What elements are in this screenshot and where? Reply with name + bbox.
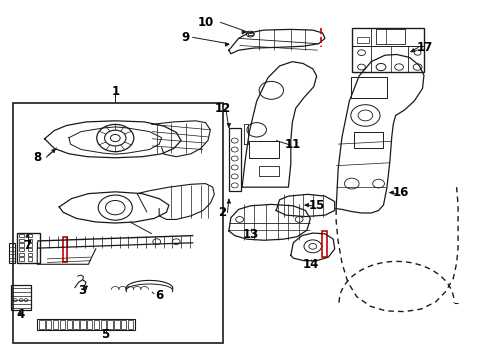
Text: 4: 4 [16,308,24,321]
Text: 6: 6 [155,289,163,302]
Text: 17: 17 [416,41,432,54]
Text: 1: 1 [111,85,119,98]
Bar [53,320,58,329]
Bar [19,239,24,242]
Bar [27,257,32,261]
Text: 7: 7 [23,239,32,252]
Bar [353,132,382,148]
Bar [27,253,32,256]
Text: 3: 3 [79,284,86,297]
Bar [356,37,368,43]
Bar [107,320,113,329]
Bar [13,103,222,343]
Bar [94,320,99,329]
Bar [19,257,24,261]
Text: 15: 15 [308,199,324,212]
Bar [228,128,241,191]
Text: 12: 12 [215,102,231,115]
Bar [19,253,24,256]
Bar [9,243,15,263]
Bar [27,234,32,237]
Text: 14: 14 [303,258,319,271]
Bar [87,320,92,329]
Bar [128,320,133,329]
Bar [247,33,252,36]
Bar [249,141,278,158]
Text: 5: 5 [101,328,109,341]
Bar [351,28,423,72]
Bar [39,320,44,329]
Text: 2: 2 [218,207,226,220]
Bar [60,320,65,329]
Bar [27,248,32,251]
Bar [17,233,40,263]
Bar [101,320,106,329]
Bar [27,243,32,247]
Bar [73,320,79,329]
Text: 8: 8 [33,151,41,164]
Text: 16: 16 [391,186,408,199]
Bar [19,248,24,251]
Bar [114,320,120,329]
Bar [322,231,326,257]
Bar [62,237,67,262]
Bar [66,320,72,329]
Text: 10: 10 [197,16,213,29]
Text: 9: 9 [182,31,190,44]
Bar [37,319,135,330]
Text: 13: 13 [242,228,259,241]
Bar [259,166,278,176]
Bar [121,320,126,329]
Bar [46,320,51,329]
Bar [27,239,32,242]
Bar [375,30,405,44]
Bar [19,243,24,247]
Bar [19,234,24,237]
Bar [350,77,386,98]
Text: 11: 11 [285,138,301,151]
Bar [11,285,31,310]
Bar [80,320,85,329]
